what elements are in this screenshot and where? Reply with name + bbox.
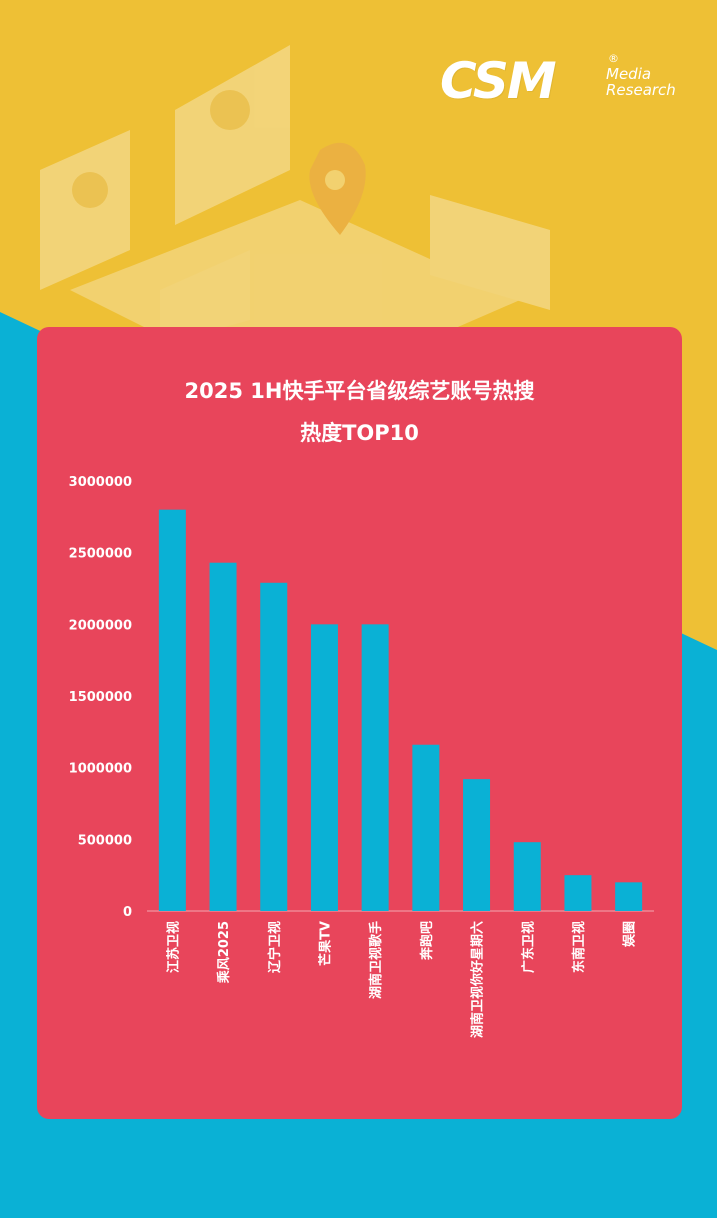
y-tick-label: 500000	[78, 833, 132, 848]
y-tick-label: 3000000	[69, 475, 132, 490]
bar	[209, 562, 237, 911]
bar	[513, 842, 541, 911]
logo-wordmark: CSM	[440, 52, 557, 110]
chart-card: 2025 1H快手平台省级综艺账号热搜 热度TOP10 0 500000 10000…	[37, 327, 682, 1119]
bar	[260, 582, 288, 911]
logo-subtitle-line-1: Media	[606, 65, 652, 83]
x-tick-label: 湖南卫视你好星期六	[470, 921, 486, 1038]
bar	[158, 509, 186, 911]
x-tick-label: 芒果TV	[317, 921, 333, 966]
y-tick-label: 0	[123, 905, 132, 920]
chart-title: 2025 1H快手平台省级综艺账号热搜	[184, 379, 535, 403]
logo-subtitle: Media Research	[606, 66, 676, 98]
y-tick-label: 2500000	[69, 547, 132, 562]
x-tick-label: 东南卫视	[571, 921, 587, 973]
x-tick-label: 广东卫视	[520, 921, 536, 973]
bar	[361, 624, 389, 911]
csm-logo: CSM ® Media Research	[440, 52, 690, 112]
bar	[412, 744, 440, 911]
y-tick-label: 1500000	[69, 690, 132, 705]
bar	[463, 779, 491, 911]
x-tick-label: 奔跑吧	[419, 921, 435, 961]
x-tick-label: 江苏卫视	[165, 921, 181, 973]
bar-chart: 0 500000 1000000 1500000 2000000 2500000 30000…	[69, 475, 654, 1038]
logo-subtitle-line-2: Research	[606, 81, 676, 99]
location-illustration	[40, 45, 550, 400]
x-tick-label: 辽宁卫视	[267, 921, 283, 973]
bar	[310, 624, 338, 911]
y-tick-label: 2000000	[69, 618, 132, 633]
x-tick-label: 湖南卫视歌手	[368, 921, 384, 999]
chart-subtitle: 热度TOP10	[300, 421, 419, 445]
bar	[564, 875, 592, 911]
bar	[615, 882, 643, 911]
y-tick-label: 1000000	[69, 762, 132, 777]
x-tick-label: 乘风2025	[216, 921, 232, 984]
x-tick-label: 娱圈	[623, 921, 638, 947]
registered-mark: ®	[608, 52, 619, 65]
